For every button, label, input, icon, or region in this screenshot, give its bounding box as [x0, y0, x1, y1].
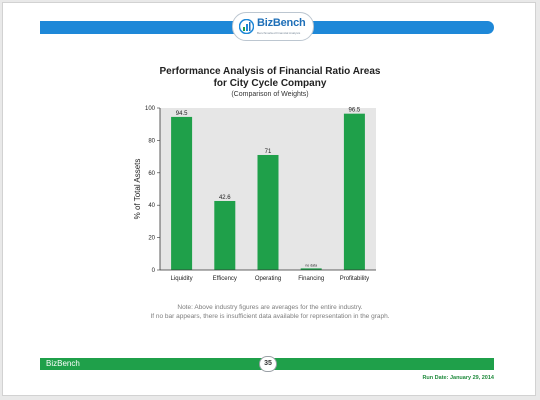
page-number: 35 — [259, 356, 277, 372]
bizbench-logo: BizBench Benchmarked Financial Analysis — [232, 12, 314, 41]
bar — [300, 268, 322, 270]
y-tick-label: 20 — [148, 236, 155, 242]
bar-value-label: 71 — [265, 149, 272, 155]
bar — [214, 200, 236, 270]
bar-value-label: 94.5 — [176, 111, 188, 117]
x-tick-label: Profitability — [340, 276, 369, 282]
x-tick-label: Financing — [298, 276, 324, 282]
bar — [171, 116, 193, 270]
x-tick-label: Operating — [255, 276, 281, 282]
bar-value-label: 96.5 — [349, 108, 361, 114]
y-tick-label: 60 — [148, 171, 155, 177]
footer-brand: BizBench — [46, 359, 80, 368]
x-tick-label: Liquidity — [171, 276, 193, 282]
logo-wordmark: BizBench — [257, 17, 306, 29]
run-date: Run Date: January 29, 2014 — [422, 375, 494, 381]
note-line-1: Note: Above industry figures are average… — [177, 304, 363, 311]
chart-subtitle: (Comparison of Weights) — [231, 91, 309, 98]
x-tick-label: Efficency — [213, 276, 237, 282]
note-line-2: If no bar appears, there is insufficient… — [150, 313, 390, 320]
y-tick-label: 0 — [152, 268, 156, 274]
chart-title-line-2: for City Cycle Company — [213, 78, 327, 89]
y-axis-label: % of Total Assets — [133, 159, 142, 220]
bar — [257, 154, 279, 270]
y-tick-label: 80 — [148, 138, 155, 144]
logo-tagline: Benchmarked Financial Analysis — [257, 31, 301, 35]
bar-value-label: 42.6 — [219, 195, 231, 201]
bar-value-label: no data — [305, 263, 317, 267]
y-tick-label: 40 — [148, 203, 155, 209]
chart-title-line-1: Performance Analysis of Financial Ratio … — [159, 66, 381, 77]
bizbench-logo-icon — [239, 19, 254, 34]
y-tick-label: 100 — [145, 106, 156, 112]
bar — [343, 113, 365, 270]
